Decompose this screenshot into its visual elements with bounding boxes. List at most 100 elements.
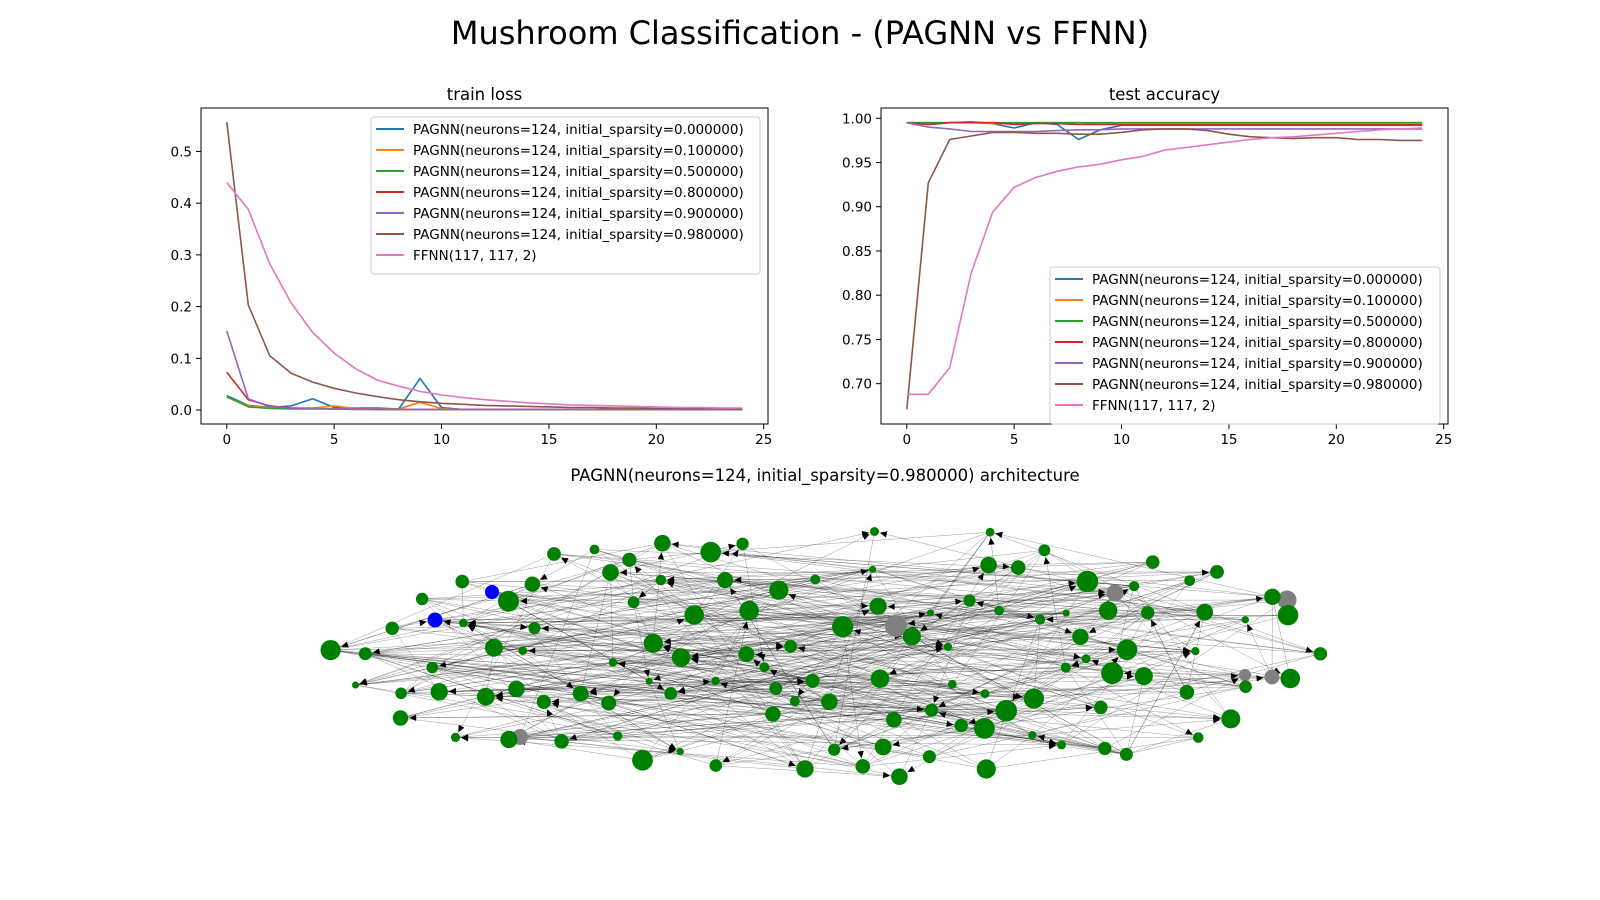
graph-arrowhead bbox=[918, 611, 926, 619]
graph-node-hidden bbox=[536, 694, 551, 710]
graph-arrowhead bbox=[1213, 715, 1221, 722]
graph-edge bbox=[694, 614, 806, 770]
graph-edge bbox=[931, 600, 970, 711]
graph-edge bbox=[392, 628, 440, 692]
graph-edge bbox=[746, 599, 1288, 655]
graph-arrowhead bbox=[656, 683, 665, 690]
graph-edge bbox=[1126, 612, 1205, 755]
graph-arrowhead bbox=[1064, 627, 1072, 634]
graph-edge bbox=[580, 693, 835, 750]
graph-arrowhead bbox=[935, 646, 943, 653]
graph-edge bbox=[694, 610, 1109, 616]
graph-edge bbox=[553, 553, 985, 729]
graph-edge bbox=[365, 569, 873, 654]
graph-arrowhead bbox=[788, 760, 796, 767]
train-loss-xtick-label: 5 bbox=[330, 432, 339, 448]
graph-edge bbox=[422, 598, 986, 694]
graph-node-hidden bbox=[684, 605, 704, 625]
graph-edge bbox=[610, 572, 985, 729]
graph-arrowhead bbox=[1002, 563, 1010, 570]
graph-node-hidden bbox=[498, 590, 519, 612]
graph-edge bbox=[749, 610, 1105, 749]
graph-node-hidden bbox=[608, 658, 618, 667]
test-accuracy-ytick-label: 1.00 bbox=[842, 111, 872, 127]
graph-node-hidden bbox=[1081, 654, 1091, 664]
graph-node-hidden bbox=[664, 687, 678, 700]
graph-edge bbox=[862, 710, 932, 767]
graph-node-hidden bbox=[1264, 588, 1281, 605]
graph-node-hidden bbox=[925, 703, 939, 717]
graph-edge bbox=[553, 553, 1205, 613]
graph-arrowhead bbox=[547, 709, 553, 717]
graph-arrowhead bbox=[916, 705, 924, 712]
graph-node-hidden bbox=[870, 669, 890, 688]
graph-edge bbox=[930, 612, 1087, 659]
graph-edge bbox=[608, 626, 843, 704]
train-loss-legend: PAGNN(neurons=124, initial_sparsity=0.00… bbox=[370, 116, 761, 275]
test-accuracy-xtick-label: 15 bbox=[1220, 432, 1237, 448]
graph-edge bbox=[872, 569, 953, 685]
graph-node-input bbox=[485, 585, 499, 599]
graph-edge bbox=[432, 667, 987, 770]
graph-edge bbox=[872, 550, 1045, 570]
graph-edge bbox=[553, 553, 1321, 654]
graph-edge bbox=[862, 744, 1062, 767]
graph-node-hidden bbox=[821, 693, 838, 710]
graph-arrowhead bbox=[1182, 652, 1191, 659]
graph-edge bbox=[401, 647, 495, 694]
test-accuracy-legend-label: PAGNN(neurons=124, initial_sparsity=0.10… bbox=[1092, 293, 1423, 309]
graph-node-hidden bbox=[1099, 601, 1118, 620]
graph-edge bbox=[612, 662, 953, 685]
graph-edge bbox=[434, 619, 535, 629]
graph-edge bbox=[434, 619, 986, 694]
figure-suptitle: Mushroom Classification - (PAGNN vs FFNN… bbox=[451, 14, 1149, 52]
graph-arrowhead bbox=[1071, 660, 1080, 667]
graph-edge bbox=[895, 571, 1218, 627]
graph-edge bbox=[493, 647, 1231, 720]
graph-edge bbox=[522, 646, 949, 651]
graph-node-hidden bbox=[1062, 609, 1070, 617]
train-loss-xtick-label: 0 bbox=[222, 432, 231, 448]
graph-arrowhead bbox=[657, 552, 665, 560]
graph-edge bbox=[834, 686, 1246, 750]
graph-edge bbox=[662, 543, 1135, 587]
test-accuracy-series-line-5 bbox=[906, 128, 1423, 410]
graph-arrowhead bbox=[1255, 595, 1264, 603]
graph-edge bbox=[1032, 653, 1321, 736]
graph-node-hidden bbox=[869, 565, 877, 573]
test-accuracy-xtick-label: 20 bbox=[1328, 432, 1345, 448]
graph-node-hidden bbox=[392, 710, 409, 726]
graph-node-hidden bbox=[926, 609, 935, 617]
graph-edge bbox=[401, 680, 813, 694]
graph-node-hidden bbox=[632, 749, 653, 771]
graph-node-hidden bbox=[1035, 614, 1046, 625]
graph-node-hidden bbox=[1210, 565, 1224, 579]
graph-arrowhead bbox=[1037, 734, 1045, 741]
graph-edge bbox=[681, 564, 989, 658]
graph-arrowhead bbox=[566, 681, 574, 689]
test-accuracy-xtick-label: 0 bbox=[902, 432, 911, 448]
graph-node-hidden bbox=[1119, 747, 1133, 761]
graph-node-hidden bbox=[709, 759, 723, 772]
graph-edge bbox=[804, 678, 881, 770]
graph-arrowhead bbox=[668, 742, 677, 750]
graph-edge bbox=[829, 650, 1196, 702]
graph-edge bbox=[493, 610, 750, 648]
graph-edge bbox=[432, 667, 986, 694]
graph-arrowhead bbox=[722, 550, 730, 557]
graph-arrowhead bbox=[1108, 646, 1116, 653]
train-loss-series bbox=[226, 121, 743, 411]
graph-node-hidden bbox=[1184, 575, 1196, 586]
graph-node-output bbox=[885, 615, 907, 637]
graph-arrowhead bbox=[1126, 673, 1134, 680]
graph-arrowhead bbox=[1073, 653, 1081, 660]
graph-arrowhead bbox=[1231, 678, 1239, 685]
graph-edge bbox=[522, 610, 1109, 651]
graph-arrowhead bbox=[663, 638, 671, 645]
test-accuracy-legend-label: PAGNN(neurons=124, initial_sparsity=0.50… bbox=[1092, 314, 1423, 330]
graph-arrowhead bbox=[1256, 675, 1264, 682]
graph-edge bbox=[463, 622, 716, 682]
graph-edge bbox=[642, 684, 953, 761]
graph-node-hidden bbox=[1313, 647, 1328, 661]
graph-node-hidden bbox=[1280, 668, 1301, 689]
